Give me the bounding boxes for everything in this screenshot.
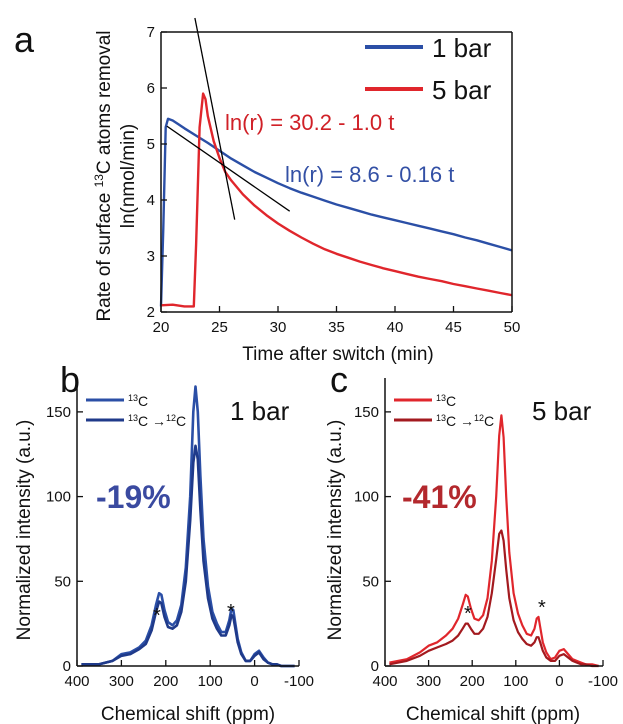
panel-c-label: c	[330, 359, 348, 400]
series-line-5-bar	[160, 92, 513, 308]
panel-c-ylabel: Normalized intensity (a.u.)	[325, 420, 346, 641]
panel-b-axes: 400 300 200 100 0 -100 0 50 100 150	[46, 378, 314, 690]
y-tick-label: 2	[147, 304, 155, 321]
series-line-fit-1-bar	[166, 125, 291, 212]
y-tick-label: 6	[147, 80, 155, 97]
x-tick-label: 25	[211, 319, 228, 336]
y-tick-label: 150	[46, 404, 71, 421]
x-tick-label: 30	[270, 319, 287, 336]
x-tick-label: 45	[445, 319, 462, 336]
panel-c-percent: -41%	[402, 479, 477, 515]
x-tick-label: 100	[198, 673, 223, 690]
panel-b: b 400 300 200 100 0 -100 0 50 100 150 Normalized …	[14, 359, 314, 724]
x-tick-label: 20	[153, 319, 170, 336]
panel-c: c 400 300 200 100 0 -100 0 50 100 150 Normalized …	[325, 359, 618, 724]
panel-b-xlabel: Chemical shift (ppm)	[101, 704, 275, 724]
series-line-13c	[389, 414, 599, 668]
y-tick-label: 100	[46, 489, 71, 506]
panel-b-condition: 1 bar	[230, 396, 290, 426]
x-tick-label: 40	[387, 319, 404, 336]
panel-b-ylabel: Normalized intensity (a.u.)	[14, 420, 35, 641]
panel-b-star-left: *	[153, 605, 161, 627]
y-tick-label: 100	[354, 489, 379, 506]
y-tick-label: 7	[147, 24, 155, 41]
y-tick-label: 5	[147, 136, 155, 153]
x-tick-label: 0	[250, 673, 258, 690]
x-tick-label: -100	[588, 673, 618, 690]
x-tick-label: 200	[460, 673, 485, 690]
x-tick-label: 50	[504, 319, 521, 336]
panel-b-legend: 13C 13C →12C	[86, 393, 186, 429]
y-tick-label: 0	[63, 658, 71, 675]
panel-c-xlabel: Chemical shift (ppm)	[406, 704, 580, 724]
panel-c-condition: 5 bar	[532, 396, 592, 426]
panel-c-star-left: *	[464, 603, 472, 625]
panel-a-legend: 1 bar 5 bar	[365, 33, 492, 105]
panel-a-ylabel-line2: ln(nmol/min)	[118, 124, 139, 229]
panel-b-label: b	[60, 359, 80, 400]
series-line-13c	[81, 385, 295, 668]
y-tick-label: 0	[371, 658, 379, 675]
x-tick-label: 300	[416, 673, 441, 690]
panel-b-percent: -19%	[96, 479, 171, 515]
panel-b-star-right: *	[227, 601, 235, 623]
legend-label-b-13c: 13C	[128, 393, 148, 409]
x-tick-label: 300	[109, 673, 134, 690]
x-tick-label: 100	[503, 673, 528, 690]
panel-a-ylabel-line1: Rate of surface 13C atoms removal	[92, 30, 115, 321]
panel-a-plot-series	[159, 17, 513, 308]
panel-c-plot-series	[389, 414, 599, 668]
legend-label-1bar: 1 bar	[432, 33, 492, 63]
x-tick-label: 400	[64, 673, 89, 690]
x-tick-label: 400	[372, 673, 397, 690]
x-tick-label: 200	[153, 673, 178, 690]
panel-c-axes: 400 300 200 100 0 -100 0 50 100 150	[354, 378, 618, 690]
x-tick-label: 0	[555, 673, 563, 690]
panel-a-xlabel: Time after switch (min)	[242, 344, 433, 365]
y-tick-label: 150	[354, 404, 379, 421]
series-line-13c-12c	[389, 529, 599, 668]
y-tick-label: 50	[362, 573, 379, 590]
fit-equation-5bar: ln(r) = 30.2 - 1.0 t	[225, 110, 394, 135]
x-tick-label: 35	[328, 319, 345, 336]
fit-equation-1bar: ln(r) = 8.6 - 0.16 t	[285, 162, 454, 187]
series-line-1-bar	[159, 117, 513, 307]
y-tick-label: 3	[147, 248, 155, 265]
series-line-13c-12c	[81, 444, 295, 668]
panel-b-plot-series	[81, 385, 295, 668]
y-tick-label: 4	[147, 192, 155, 209]
x-tick-label: -100	[284, 673, 314, 690]
series-line-fit-5-bar	[194, 17, 236, 220]
y-tick-label: 50	[54, 573, 71, 590]
panel-c-legend: 13C 13C →12C	[394, 393, 494, 429]
panel-a-label: a	[14, 19, 35, 60]
legend-label-5bar: 5 bar	[432, 75, 492, 105]
panel-c-star-right: *	[538, 597, 546, 619]
legend-label-c-switch: 13C →12C	[436, 413, 494, 429]
legend-label-b-switch: 13C →12C	[128, 413, 186, 429]
legend-label-c-13c: 13C	[436, 393, 456, 409]
